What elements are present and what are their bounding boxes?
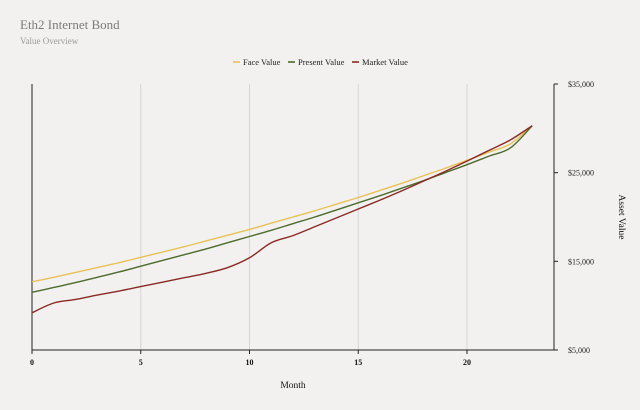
x-tick-label: 10 <box>246 358 254 367</box>
series-line-face-value <box>31 125 533 283</box>
y-tick-label: $35,000 <box>568 80 594 89</box>
x-axis-title: Month <box>280 381 306 391</box>
x-tick-label: 20 <box>463 358 471 367</box>
legend: Face Value Present Value Market Value <box>233 57 408 67</box>
axis-labels: 0 5 10 15 20 $5,000 $15,000 $25,000 $35,000 Month… <box>30 80 626 391</box>
legend-label: Market Value <box>362 57 408 67</box>
series-line-market-value <box>31 125 533 314</box>
chart-subtitle: Value Overview <box>20 36 79 46</box>
grid-lines <box>140 84 468 350</box>
y-tick-label: $25,000 <box>568 169 594 178</box>
x-tick-label: 0 <box>30 358 34 367</box>
y-tick-label: $15,000 <box>568 257 594 266</box>
y-axis-title: Asset Value <box>616 195 626 240</box>
x-tick-label: 15 <box>354 358 362 367</box>
axes <box>31 83 558 354</box>
chart-title: Eth2 Internet Bond <box>20 17 120 32</box>
series-line-present-value <box>31 125 533 294</box>
legend-label: Present Value <box>298 57 345 67</box>
series-lines <box>31 125 533 314</box>
legend-label: Face Value <box>243 57 281 67</box>
y-tick-label: $5,000 <box>568 346 590 355</box>
x-tick-label: 5 <box>139 358 143 367</box>
